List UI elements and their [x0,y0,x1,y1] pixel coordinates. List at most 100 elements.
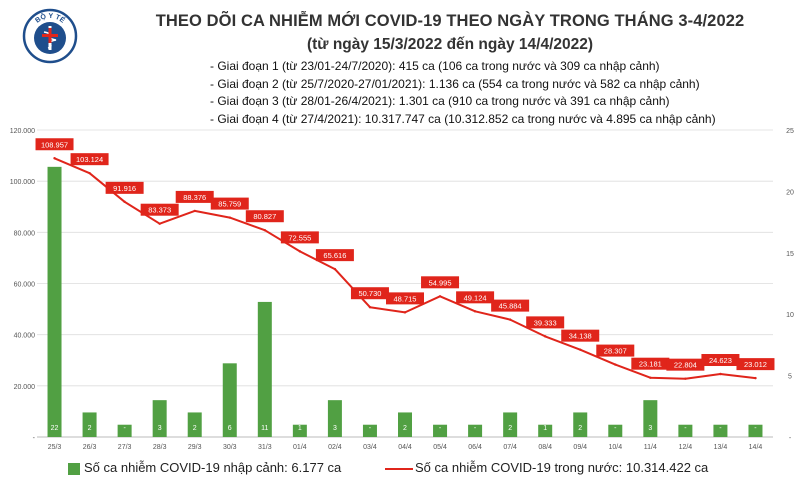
line-value-label: 54.995 [429,278,452,287]
x-tick-label: 27/3 [118,444,132,451]
line-label-box [421,276,460,289]
y-right-tick-label: - [789,435,792,442]
line-label-box [350,287,389,300]
line-point [614,363,617,366]
line-label-box [35,138,74,151]
line-label-box [631,357,670,370]
x-tick-label: 04/4 [398,444,412,451]
bar-value-label: 3 [158,425,162,432]
y-left-tick-label: - [33,435,36,442]
bar-value-label: - [684,425,687,432]
line-value-label: 65.616 [323,251,346,260]
y-left-tick-label: 60.000 [14,282,36,289]
line-value-label: 88.376 [183,193,206,202]
bar [152,400,167,437]
line-value-label: 23.181 [639,360,662,369]
bar [643,400,658,437]
phase-note: - Giai đoạn 1 (từ 23/01-24/7/2020): 415 … [210,59,660,73]
line-point [684,377,687,380]
bar [433,424,448,437]
chart-subtitle: (từ ngày 15/3/2022 đến ngày 14/4/2022) [306,36,594,53]
bar [47,166,62,437]
line-label-box [561,329,600,342]
x-tick-label: 30/3 [223,444,237,451]
x-tick-label: 31/3 [258,444,272,451]
x-tick-label: 06/4 [468,444,482,451]
x-tick-label: 03/4 [363,444,377,451]
line-label-box [70,153,109,166]
line-label-box [666,358,705,371]
bar-value-label: 3 [333,425,337,432]
x-tick-label: 11/4 [644,444,657,451]
bar-value-label: 6 [228,425,232,432]
bar-value-label: 2 [88,425,92,432]
phase-note: - Giai đoạn 4 (từ 27/4/2021): 10.317.747… [210,111,716,126]
line-label-box [105,181,144,194]
x-tick-label: 12/4 [679,444,693,451]
x-tick-label: 25/3 [48,444,62,451]
x-tick-label: 09/4 [573,444,587,451]
line-point [649,376,652,379]
line-point [403,311,407,314]
line-value-label: 91.916 [113,184,136,193]
x-tick-label: 01/4 [293,444,307,451]
line-label-box [315,249,354,262]
line-label-box [456,291,495,304]
line-label-box [526,316,565,329]
phase-note: - Giai đoạn 3 (từ 28/01-26/4/2021): 1.30… [210,94,670,108]
y-left-tick-label: 80.000 [14,230,36,237]
line-value-label: 34.138 [569,332,592,341]
line-value-label: 28.307 [604,347,627,356]
x-tick-label: 29/3 [188,444,202,451]
bar-value-label: 2 [403,425,407,432]
line-value-label: 49.124 [464,293,487,302]
line-label-box [245,210,284,223]
y-left-tick-label: 100.000 [10,179,35,186]
line-value-label: 48.715 [394,294,417,303]
line-point [368,306,372,309]
line-point [228,216,231,219]
line-point [508,318,512,321]
y-right-tick-label: 25 [786,128,794,135]
bar [748,424,763,437]
bar [573,412,588,437]
line-point [579,348,582,351]
bar [187,412,202,437]
line-value-label: 80.827 [253,212,276,221]
line-value-label: 72.555 [288,233,311,242]
bar-value-label: 2 [193,425,197,432]
line-point [263,229,267,232]
chart-title: THEO DÕI CA NHIỄM MỚI COVID-19 THEO NGÀY… [155,12,745,30]
x-tick-label: 28/3 [153,444,167,451]
bar [468,424,483,437]
bar-value-label: - [123,425,126,432]
line-label-box [701,354,740,367]
bar [608,424,623,437]
bar [503,412,518,437]
line-value-label: 83.373 [148,206,171,215]
bar [117,424,132,437]
line-value-label: 22.804 [674,361,697,370]
bar-value-label: 3 [648,425,652,432]
x-tick-label: 07/4 [503,444,517,451]
bar-value-label: - [474,425,477,432]
line-label-box [386,292,424,305]
bar-value-label: 2 [578,425,582,432]
bar [292,424,307,437]
line-point [193,209,196,213]
bar-value-label: 11 [261,425,268,432]
y-left-tick-label: 40.000 [14,333,36,340]
legend-line-label: Số ca nhiễm COVID-19 trong nước: 10.314.… [415,460,709,475]
bar [398,412,412,437]
line-value-label: 45.884 [499,302,522,311]
line-label-box [491,299,530,312]
line-label-box [210,197,249,210]
x-tick-label: 02/4 [328,444,342,451]
y-left-tick-label: 20.000 [14,384,36,391]
legend-bar-swatch [68,463,80,475]
legend-bar-label: Số ca nhiễm COVID-19 nhập cảnh: 6.177 ca [84,460,342,475]
bar [222,363,237,437]
x-tick-label: 14/4 [749,444,763,451]
line-point [158,222,161,225]
line-point [88,171,91,175]
